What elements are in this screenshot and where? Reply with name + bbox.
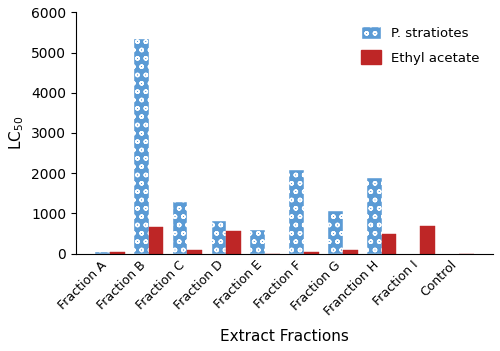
Bar: [212, 221, 226, 253]
Bar: [110, 252, 124, 253]
Bar: [172, 202, 188, 253]
Legend: P. stratiotes, Ethyl acetate: P. stratiotes, Ethyl acetate: [354, 19, 486, 71]
Bar: [226, 231, 241, 253]
Bar: [289, 170, 304, 253]
Bar: [304, 252, 318, 253]
Bar: [134, 39, 148, 253]
Y-axis label: LC$_{50}$: LC$_{50}$: [7, 116, 26, 150]
X-axis label: Extract Fractions: Extract Fractions: [220, 329, 349, 344]
Bar: [420, 226, 436, 253]
Bar: [328, 211, 343, 253]
Bar: [382, 234, 396, 253]
Bar: [343, 251, 357, 253]
Bar: [367, 178, 382, 253]
Bar: [95, 252, 110, 253]
Bar: [188, 251, 202, 253]
Bar: [148, 227, 164, 253]
Bar: [250, 230, 265, 253]
